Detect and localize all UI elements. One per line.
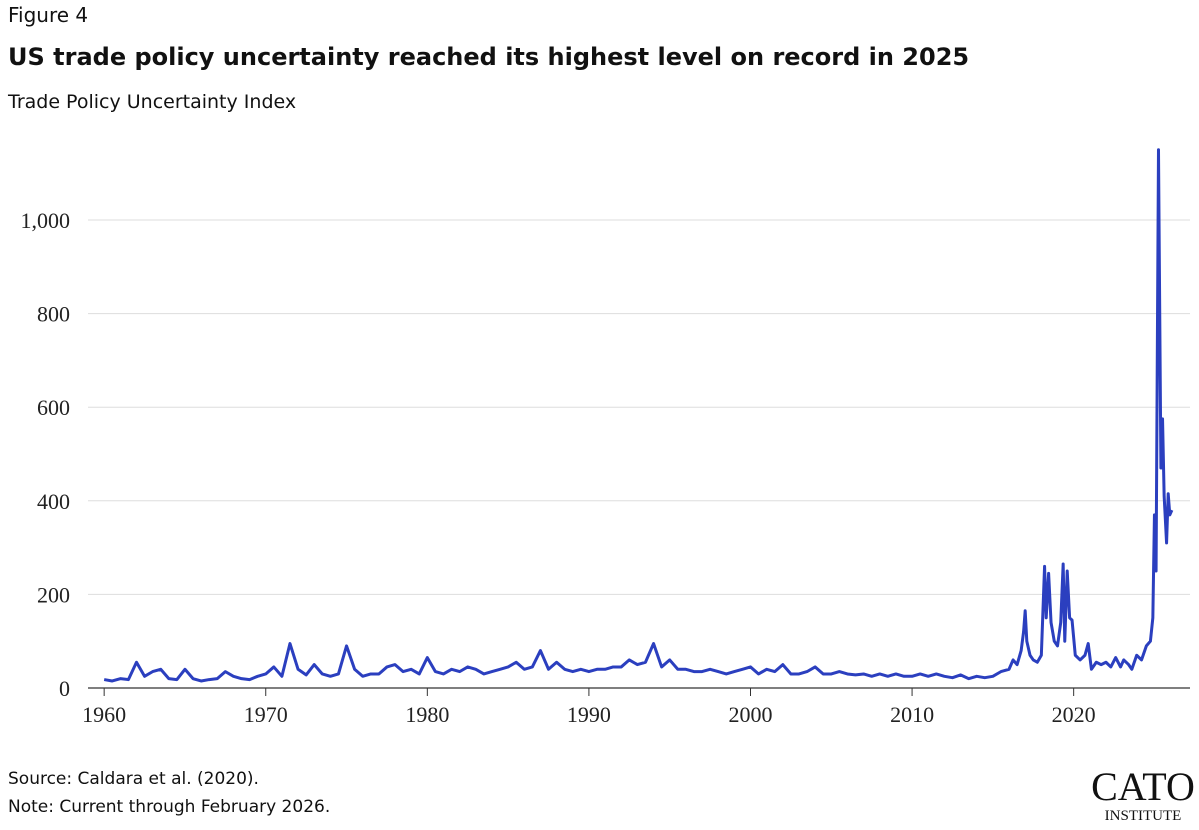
chart-title: US trade policy uncertainty reached its … bbox=[8, 43, 969, 71]
y-tick-label: 1,000 bbox=[21, 208, 71, 233]
chart-subtitle: Trade Policy Uncertainty Index bbox=[7, 91, 296, 113]
source: Source: Caldara et al. (2020). bbox=[8, 769, 259, 789]
x-tick-label: 1990 bbox=[567, 702, 611, 727]
logo-sub: INSTITUTE bbox=[1105, 808, 1182, 824]
figure-label: Figure 4 bbox=[8, 3, 88, 27]
y-tick-label: 0 bbox=[59, 676, 70, 701]
y-tick-label: 400 bbox=[37, 489, 70, 514]
x-tick-label: 1960 bbox=[82, 702, 126, 727]
line bbox=[103, 148, 1174, 683]
x-tick-label: 1970 bbox=[244, 702, 288, 727]
x-tick-label: 2000 bbox=[728, 702, 772, 727]
y-tick-label: 600 bbox=[37, 395, 70, 420]
x-tick-label: 2020 bbox=[1052, 702, 1096, 727]
note: Note: Current through February 2026. bbox=[8, 797, 330, 817]
y-tick-label: 200 bbox=[37, 582, 70, 607]
logo: CATO bbox=[1091, 764, 1195, 809]
x-tick-label: 1980 bbox=[405, 702, 449, 727]
y-tick-label: 800 bbox=[37, 302, 70, 327]
x-tick-label: 2010 bbox=[890, 702, 934, 727]
